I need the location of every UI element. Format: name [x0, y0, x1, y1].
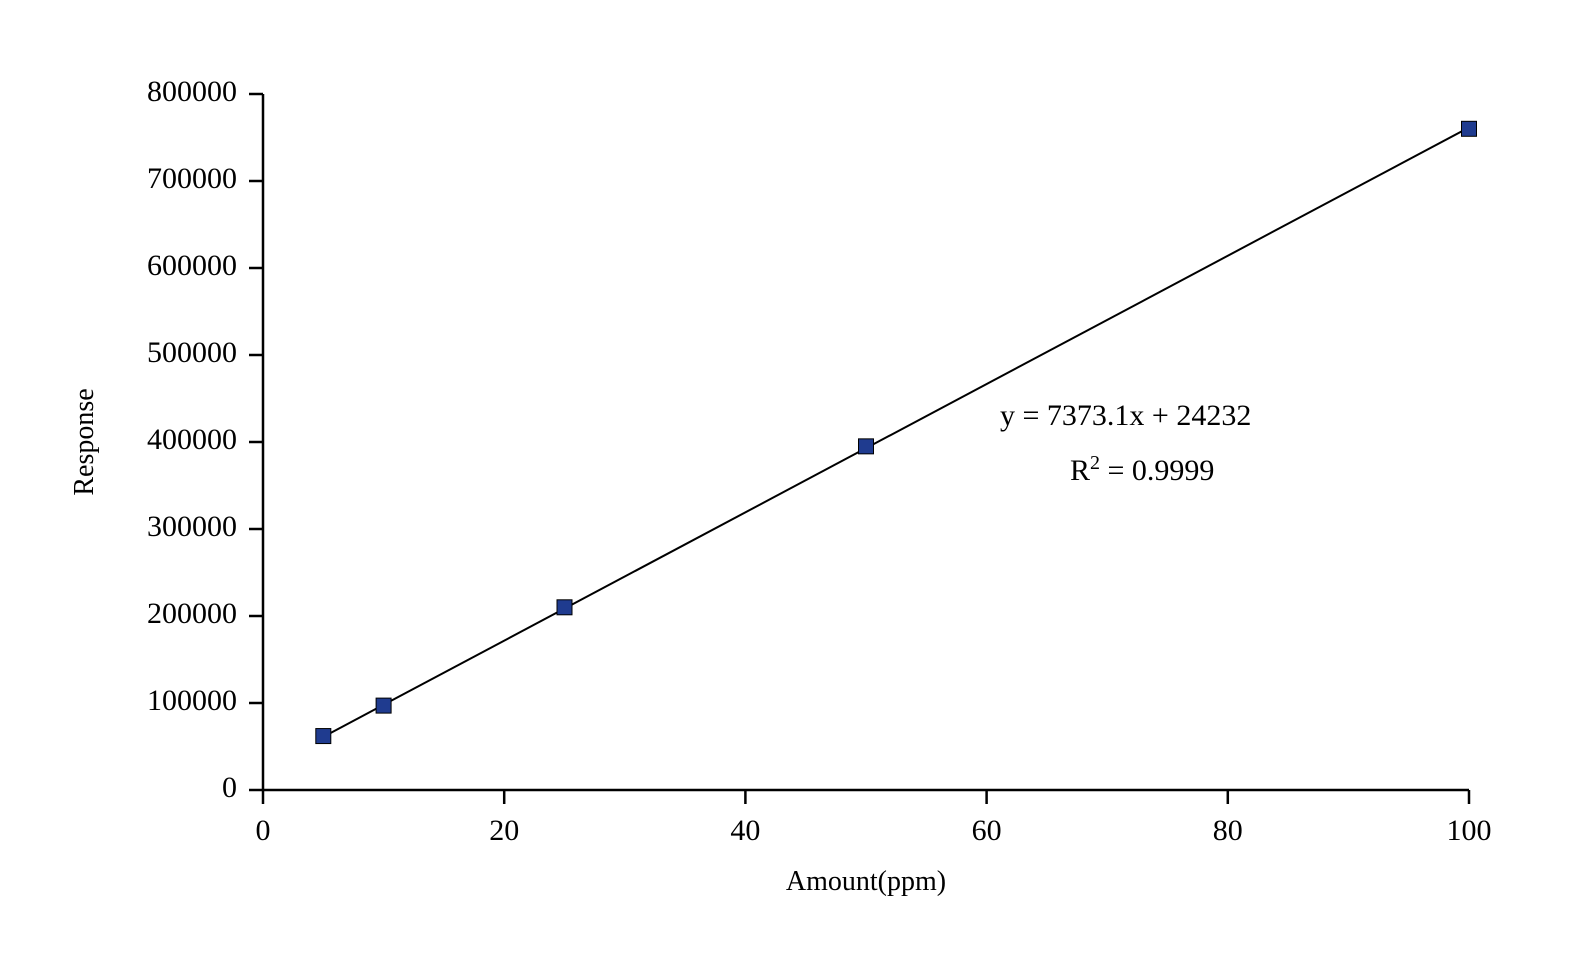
x-tick-label: 100 [1447, 814, 1492, 847]
calibration-chart: 0 100000 200000 300000 400000 500000 600000 700… [0, 0, 1575, 959]
equation-line-1: y = 7373.1x + 24232 [1000, 399, 1251, 432]
x-axis-label: Amount(ppm) [786, 866, 946, 897]
data-point-marker [859, 439, 874, 454]
y-tick-label: 300000 [147, 510, 237, 543]
data-point-marker [1462, 121, 1477, 136]
y-tick-label: 800000 [147, 75, 237, 108]
chart-svg: 0 100000 200000 300000 400000 500000 600000 700… [0, 0, 1575, 959]
y-tick-label: 100000 [147, 684, 237, 717]
x-tick-label: 60 [972, 814, 1002, 847]
x-tick-label: 40 [730, 814, 760, 847]
data-point-marker [376, 698, 391, 713]
data-point-marker [557, 600, 572, 615]
x-tick-label: 0 [256, 814, 271, 847]
y-axis-label: Response [69, 388, 100, 495]
data-point-marker [316, 729, 331, 744]
y-tick-label: 0 [222, 771, 237, 804]
x-tick-label: 20 [489, 814, 519, 847]
y-tick-label: 200000 [147, 597, 237, 630]
y-tick-label: 500000 [147, 336, 237, 369]
y-tick-label: 600000 [147, 249, 237, 282]
y-tick-label: 700000 [147, 162, 237, 195]
x-tick-label: 80 [1213, 814, 1243, 847]
y-tick-label: 400000 [147, 423, 237, 456]
